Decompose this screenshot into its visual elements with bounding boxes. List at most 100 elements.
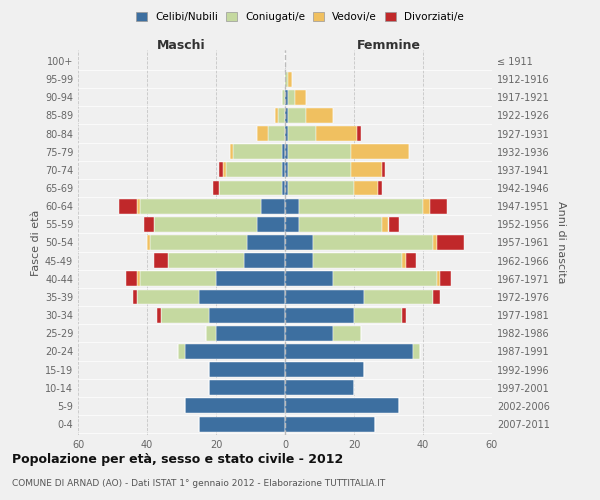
Bar	[147, 235, 151, 250]
Bar	[154, 253, 168, 268]
Bar	[285, 144, 289, 159]
Bar	[289, 162, 350, 178]
Bar	[185, 398, 285, 413]
Bar	[389, 217, 399, 232]
Text: Maschi: Maschi	[157, 39, 206, 52]
Bar	[285, 108, 289, 123]
Bar	[285, 72, 289, 86]
Bar	[285, 326, 334, 340]
Bar	[350, 144, 409, 159]
Bar	[289, 144, 350, 159]
Bar	[199, 416, 285, 432]
Bar	[281, 180, 285, 196]
Bar	[423, 198, 430, 214]
Bar	[285, 362, 364, 377]
Bar	[430, 198, 447, 214]
Bar	[220, 180, 281, 196]
Bar	[440, 272, 451, 286]
Bar	[281, 162, 285, 178]
Bar	[334, 272, 437, 286]
Bar	[247, 235, 285, 250]
Bar	[220, 162, 223, 178]
Bar	[413, 344, 419, 359]
Bar	[133, 290, 137, 304]
Text: COMUNE DI ARNAD (AO) - Dati ISTAT 1° gennaio 2012 - Elaborazione TUTTITALIA.IT: COMUNE DI ARNAD (AO) - Dati ISTAT 1° gen…	[12, 479, 385, 488]
Bar	[313, 235, 433, 250]
Bar	[268, 126, 285, 141]
Bar	[285, 235, 313, 250]
Bar	[119, 198, 137, 214]
Bar	[285, 290, 364, 304]
Bar	[285, 272, 334, 286]
Bar	[285, 308, 354, 322]
Bar	[216, 326, 285, 340]
Bar	[151, 235, 247, 250]
Bar	[281, 90, 285, 104]
Bar	[209, 380, 285, 395]
Text: Popolazione per età, sesso e stato civile - 2012: Popolazione per età, sesso e stato civil…	[12, 452, 343, 466]
Bar	[281, 144, 285, 159]
Bar	[161, 308, 209, 322]
Bar	[289, 126, 316, 141]
Bar	[402, 253, 406, 268]
Bar	[230, 144, 233, 159]
Legend: Celibi/Nubili, Coniugati/e, Vedovi/e, Divorziati/e: Celibi/Nubili, Coniugati/e, Vedovi/e, Di…	[132, 8, 468, 26]
Bar	[209, 308, 285, 322]
Bar	[285, 398, 399, 413]
Text: Femmine: Femmine	[356, 39, 421, 52]
Bar	[206, 326, 216, 340]
Bar	[257, 126, 268, 141]
Bar	[289, 180, 354, 196]
Bar	[354, 180, 378, 196]
Bar	[299, 217, 382, 232]
Bar	[358, 126, 361, 141]
Bar	[127, 272, 137, 286]
Bar	[299, 198, 423, 214]
Bar	[140, 272, 216, 286]
Bar	[143, 217, 154, 232]
Bar	[313, 253, 403, 268]
Bar	[285, 198, 299, 214]
Bar	[137, 290, 199, 304]
Bar	[437, 272, 440, 286]
Bar	[433, 290, 440, 304]
Bar	[295, 90, 306, 104]
Bar	[289, 90, 295, 104]
Bar	[244, 253, 285, 268]
Bar	[140, 198, 261, 214]
Bar	[212, 180, 220, 196]
Bar	[289, 72, 292, 86]
Bar	[233, 144, 281, 159]
Bar	[306, 108, 334, 123]
Bar	[199, 290, 285, 304]
Bar	[209, 362, 285, 377]
Bar	[382, 162, 385, 178]
Bar	[216, 272, 285, 286]
Y-axis label: Fasce di età: Fasce di età	[31, 210, 41, 276]
Bar	[226, 162, 281, 178]
Bar	[257, 217, 285, 232]
Bar	[285, 217, 299, 232]
Bar	[406, 253, 416, 268]
Bar	[137, 198, 140, 214]
Bar	[157, 308, 161, 322]
Bar	[285, 90, 289, 104]
Bar	[285, 253, 313, 268]
Bar	[261, 198, 285, 214]
Bar	[402, 308, 406, 322]
Bar	[275, 108, 278, 123]
Bar	[285, 162, 289, 178]
Bar	[223, 162, 226, 178]
Bar	[285, 416, 374, 432]
Bar	[178, 344, 185, 359]
Bar	[185, 344, 285, 359]
Bar	[350, 162, 382, 178]
Bar	[334, 326, 361, 340]
Bar	[168, 253, 244, 268]
Bar	[378, 180, 382, 196]
Bar	[289, 108, 306, 123]
Bar	[285, 380, 354, 395]
Bar	[364, 290, 433, 304]
Bar	[382, 217, 389, 232]
Bar	[433, 235, 437, 250]
